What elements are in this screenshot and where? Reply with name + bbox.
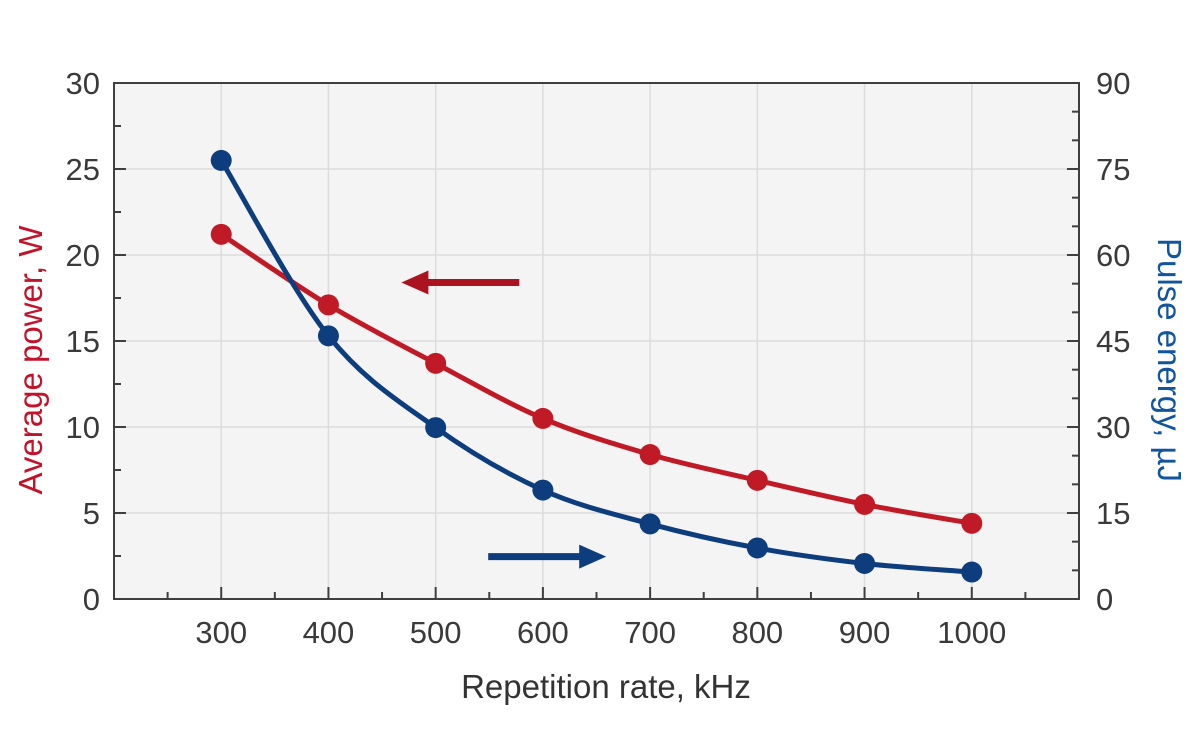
data-point-pulse-energy-1000 — [961, 561, 983, 583]
data-point-average-power-900 — [854, 493, 876, 515]
right-y-tick-label: 45 — [1096, 324, 1130, 359]
left-y-tick-label: 20 — [66, 238, 100, 273]
right-y-tick-label: 0 — [1096, 582, 1113, 617]
data-point-average-power-500 — [425, 352, 447, 374]
data-point-pulse-energy-800 — [746, 537, 768, 559]
left-y-tick-label: 15 — [66, 324, 100, 359]
left-axis-title: Average power, W — [12, 225, 49, 495]
x-tick-label: 700 — [624, 615, 676, 650]
left-y-tick-label: 5 — [83, 496, 100, 531]
data-point-average-power-800 — [746, 469, 768, 491]
tick-labels: 300 400 500 600 700 800 900 1000051015202530015… — [66, 66, 1131, 650]
data-point-average-power-600 — [532, 407, 554, 429]
x-tick-label: 900 — [839, 615, 891, 650]
data-point-average-power-300 — [210, 223, 232, 245]
left-y-tick-label: 30 — [66, 66, 100, 101]
data-point-pulse-energy-700 — [639, 513, 661, 535]
series-average-power — [210, 223, 983, 534]
data-point-pulse-energy-600 — [532, 479, 554, 501]
right-y-tick-label: 90 — [1096, 66, 1130, 101]
data-point-average-power-400 — [317, 294, 339, 316]
left-y-tick-label: 10 — [66, 410, 100, 445]
right-y-tick-label: 60 — [1096, 238, 1130, 273]
data-point-pulse-energy-900 — [854, 552, 876, 574]
x-tick-label: 1000 — [937, 615, 1006, 650]
axis-ticks — [114, 82, 1079, 600]
data-point-average-power-1000 — [961, 512, 983, 534]
x-tick-label: 800 — [731, 615, 783, 650]
right-axis-title: Pulse energy, µJ — [1151, 237, 1188, 483]
right-y-tick-label: 30 — [1096, 410, 1130, 445]
x-tick-label: 600 — [517, 615, 569, 650]
left-y-tick-label: 25 — [66, 152, 100, 187]
x-tick-label: 400 — [303, 615, 355, 650]
points-to-right-axis-arrow — [488, 544, 607, 569]
series-pulse-energy — [210, 149, 983, 583]
right-y-tick-label: 15 — [1096, 496, 1130, 531]
x-tick-label: 500 — [410, 615, 462, 650]
points-to-left-axis-arrow — [401, 270, 520, 295]
data-point-average-power-700 — [639, 444, 661, 466]
data-point-pulse-energy-500 — [425, 417, 447, 439]
data-point-pulse-energy-300 — [210, 149, 232, 171]
x-axis-title: Repetition rate, kHz — [461, 668, 751, 705]
right-y-tick-label: 75 — [1096, 152, 1130, 187]
x-tick-label: 300 — [195, 615, 247, 650]
left-y-tick-label: 0 — [83, 582, 100, 617]
data-point-pulse-energy-400 — [317, 325, 339, 347]
